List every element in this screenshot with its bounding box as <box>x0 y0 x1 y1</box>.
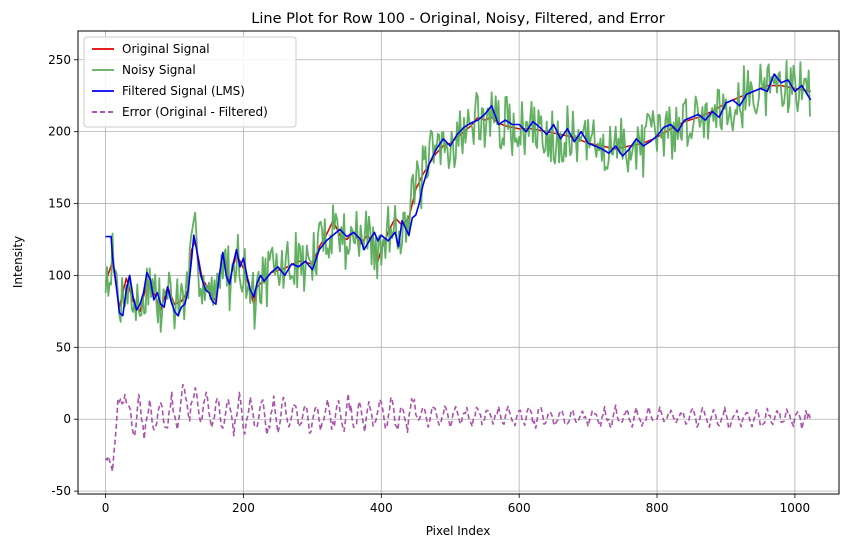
legend-entry-label: Noisy Signal <box>122 63 196 77</box>
legend-entry-label: Original Signal <box>122 42 210 56</box>
x-tick-label: 400 <box>370 501 393 515</box>
legend-box <box>83 36 297 128</box>
error-signal-line <box>104 383 811 472</box>
filtered-signal-line <box>105 73 812 317</box>
x-tick-label: 1000 <box>780 501 811 515</box>
grid-lines <box>78 31 839 494</box>
legend-entry-label: Filtered Signal (LMS) <box>122 84 245 98</box>
legend-entry-label: Error (Original - Filtered) <box>122 105 268 119</box>
x-axis-title: Pixel Index <box>426 524 491 538</box>
chart-title: Line Plot for Row 100 - Original, Noisy,… <box>251 11 664 27</box>
x-tick-label: 600 <box>508 501 531 515</box>
plot-frame <box>77 30 840 495</box>
y-tick-label: 250 <box>48 53 71 67</box>
x-tick-label: 200 <box>232 501 255 515</box>
y-tick-label: -50 <box>51 484 71 498</box>
x-tick-label: 800 <box>646 501 669 515</box>
y-ticks: -50 0 50 100 150 200 250 <box>48 53 78 498</box>
y-tick-label: 200 <box>48 125 71 139</box>
x-tick-label: 0 <box>102 501 110 515</box>
series-lines <box>104 60 812 472</box>
y-tick-label: 50 <box>56 340 71 354</box>
legend: Original Signal Noisy Signal Filtered Sign… <box>83 36 297 128</box>
y-tick-label: 150 <box>48 197 71 211</box>
x-ticks: 0 200 400 600 800 1000 <box>102 494 810 515</box>
y-tick-label: 100 <box>48 268 71 282</box>
y-axis-title: Intensity <box>11 236 25 288</box>
y-tick-label: 0 <box>63 412 71 426</box>
